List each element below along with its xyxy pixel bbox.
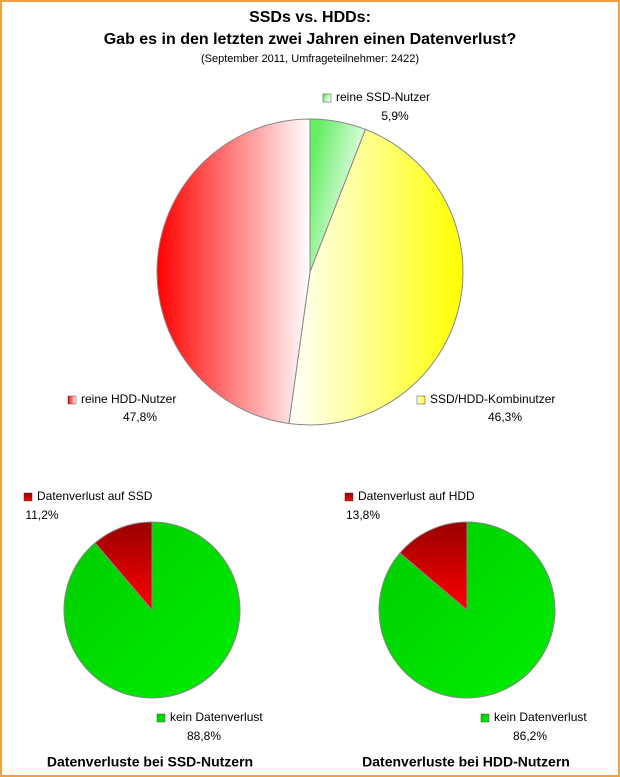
slice-label: kein Datenverlust (170, 710, 263, 724)
legend-marker (322, 93, 332, 103)
legend-marker (23, 492, 33, 502)
pie-slice (288, 128, 464, 426)
slice-label: reine HDD-Nutzer (81, 392, 176, 406)
title-line: SSDs vs. HDDs: (249, 9, 371, 26)
pie-slice (63, 521, 241, 699)
pie-slice (156, 118, 311, 425)
value-label: 86,2% (513, 729, 547, 743)
chart-title: Datenverluste bei HDD-Nutzern (362, 754, 570, 770)
slice-label: reine SSD-Nutzer (336, 90, 430, 104)
value-label: 47,8% (123, 410, 157, 424)
pie-slice (378, 521, 556, 699)
value-label: 13,8% (346, 508, 380, 522)
legend-marker (156, 713, 166, 723)
pie-slice (399, 521, 468, 612)
legend-marker (344, 492, 354, 502)
legend-marker (67, 395, 77, 405)
value-label: 46,3% (488, 410, 522, 424)
slice-label: Datenverlust auf HDD (358, 489, 475, 503)
title-line: Gab es in den letzten zwei Jahren einen … (104, 31, 517, 48)
value-label: 5,9% (381, 109, 409, 123)
legend-marker (480, 713, 490, 723)
legend-marker (416, 395, 426, 405)
chart-title: Datenverluste bei SSD-Nutzern (47, 754, 253, 770)
value-label: 88,8% (187, 729, 221, 743)
subtitle: (September 2011, Umfrageteilnehmer: 2422… (201, 53, 419, 65)
value-label: 11,2% (25, 508, 58, 522)
slice-label: kein Datenverlust (494, 710, 587, 724)
slice-label: SSD/HDD-Kombinutzer (430, 392, 555, 406)
slice-label: Datenverlust auf SSD (37, 489, 153, 503)
